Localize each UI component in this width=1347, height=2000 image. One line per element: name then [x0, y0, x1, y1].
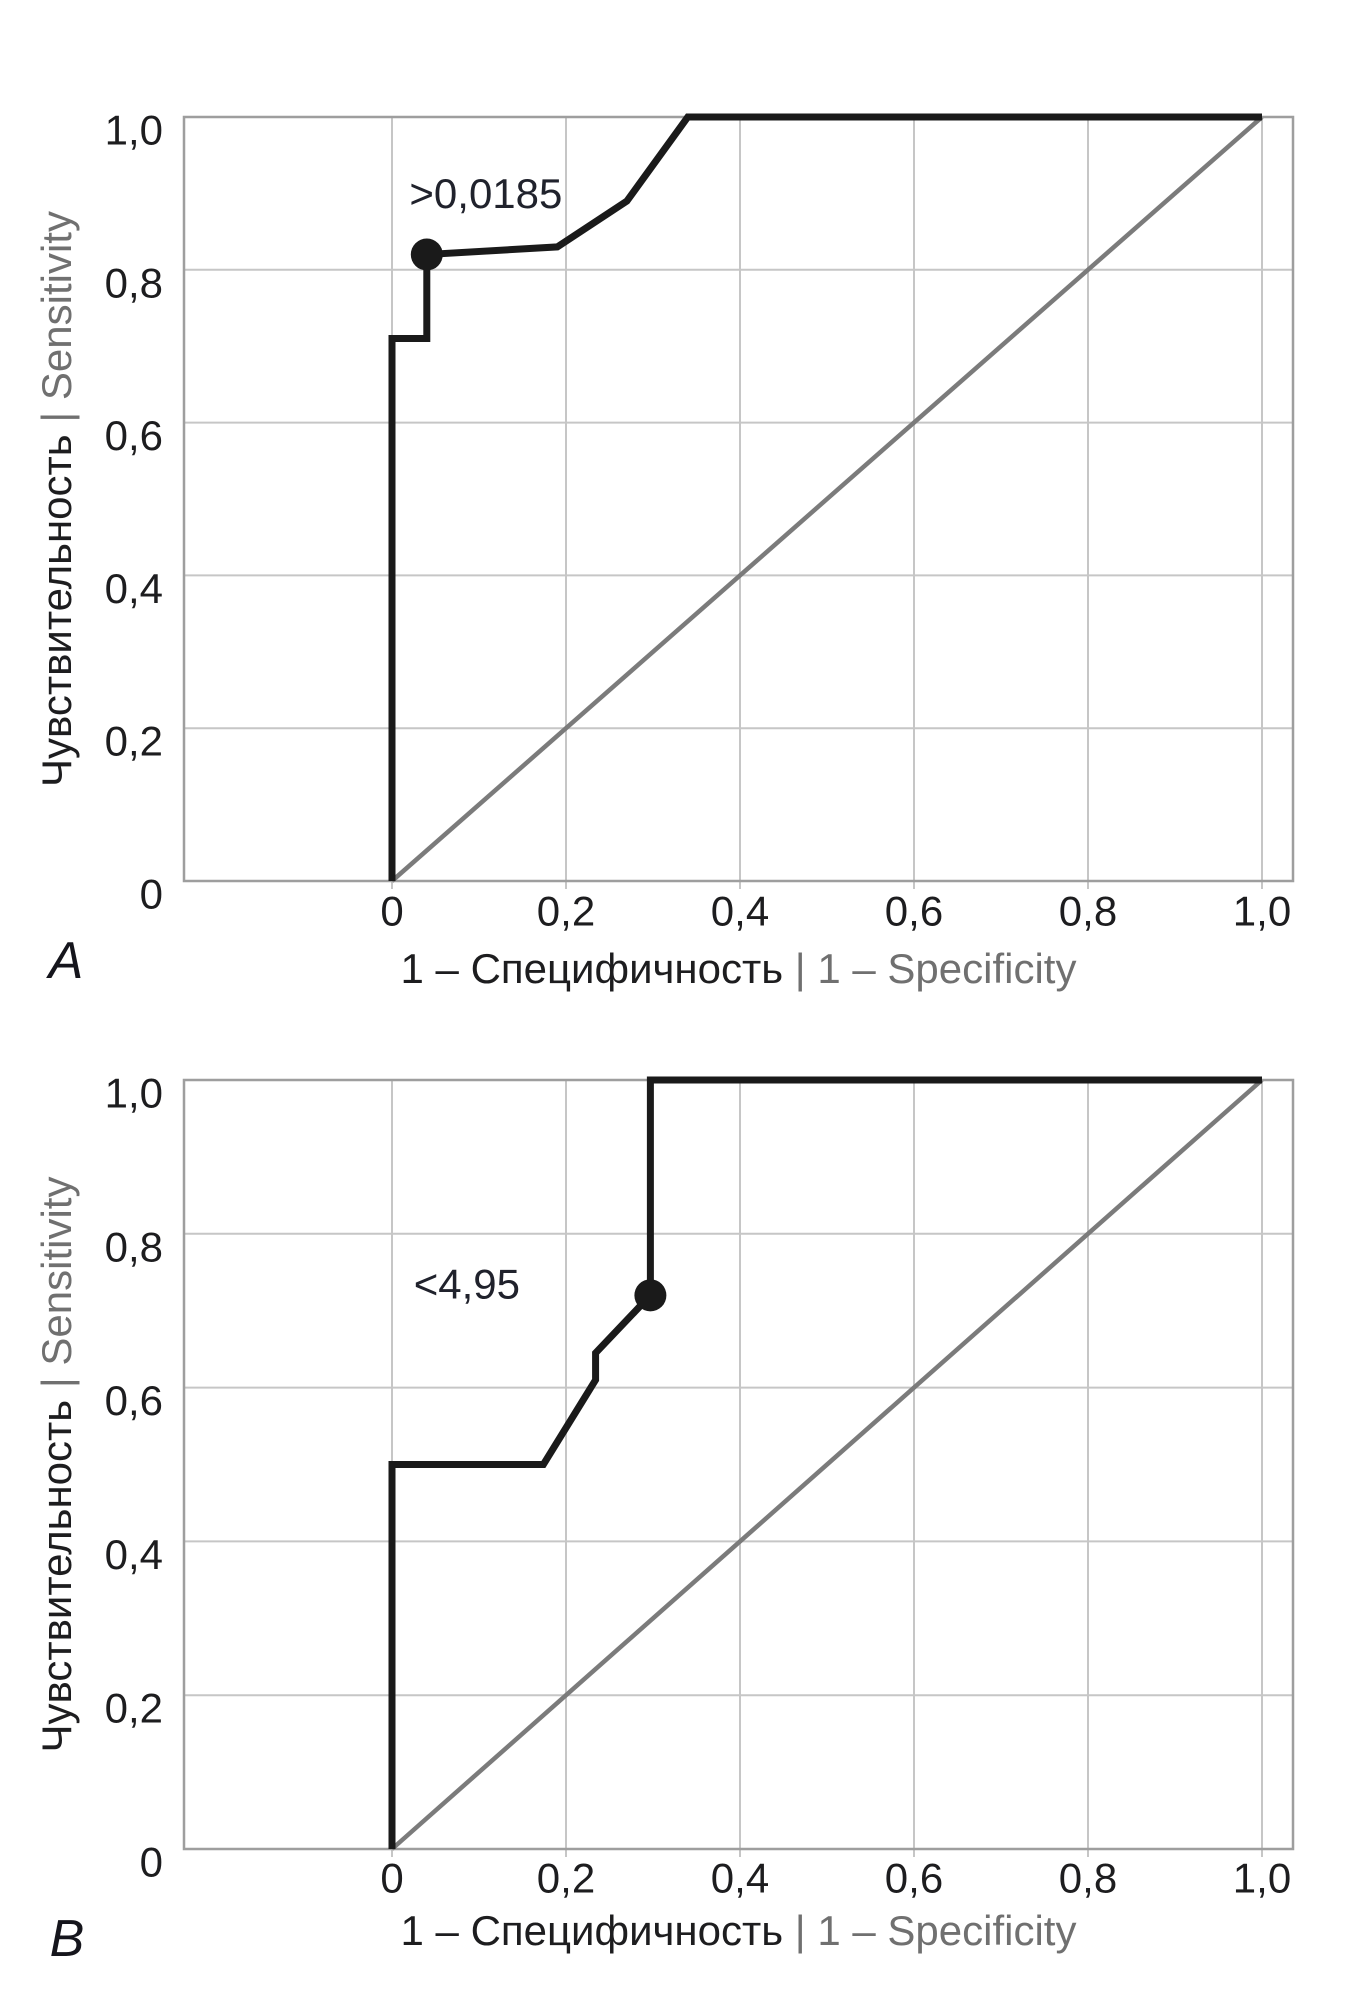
panel-a-y-tick-label: 0 — [140, 871, 163, 918]
panel-b-reference-diagonal — [390, 1078, 1264, 1851]
panel-a-roc-curve — [388, 113, 1262, 881]
panel-b-y-tick-label: 0,8 — [105, 1223, 163, 1270]
panel-b-roc-curve — [388, 1076, 1262, 1849]
panel-a-y-tick-label: 1,0 — [105, 107, 163, 154]
panel-a-x-tick-label: 0,8 — [1059, 888, 1117, 935]
panel-b-y-tick-label: 0 — [140, 1839, 163, 1886]
panel-b-y-tick-label: 1,0 — [105, 1070, 163, 1117]
panel-b-x-tick-label: 0,2 — [537, 1855, 595, 1902]
panel-b-x-axis-title: 1 – Специфичность | 1 – Specificity — [401, 1907, 1077, 1954]
panel-a-y-axis-title-part: Чувствительность — [33, 423, 80, 787]
panel-b-y-axis-title: Чувствительность | Sensitivity — [33, 1177, 80, 1753]
panel-b-threshold-marker — [634, 1279, 667, 1312]
panel-b-x-tick-label: 1,0 — [1233, 1855, 1291, 1902]
panel-a-x-tick-label: 0 — [380, 888, 403, 935]
panel-a: >0,0185 0 0,2 0,4 0,6 0,8 1,0 0 0,2 0,4 0,6 0,8 1,0 1… — [33, 107, 1295, 992]
panel-b: <4,95 0 0,2 0,4 0,6 0,8 1,0 0 0,2 0,4 0,6 0,8 1,0 1 –… — [33, 1070, 1295, 1968]
panel-a-x-tick-label: 1,0 — [1233, 888, 1291, 935]
panel-b-y-axis-title-part: Чувствительность — [33, 1388, 80, 1752]
panel-b-x-tick-label: 0,8 — [1059, 1855, 1117, 1902]
panel-a-y-tick-label: 0,4 — [105, 565, 163, 612]
panel-b-letter: B — [50, 1910, 85, 1968]
panel-b-plot-frame — [182, 1078, 1295, 1851]
panel-b-x-axis-title-part: | 1 – Specificity — [795, 1907, 1077, 1954]
panel-a-threshold-marker — [410, 238, 443, 271]
panel-a-y-tick-label: 0,6 — [105, 412, 163, 459]
panel-a-reference-diagonal — [390, 115, 1264, 883]
panel-b-x-tick-label: 0 — [380, 1855, 403, 1902]
panel-b-y-tick-label: 0,4 — [105, 1531, 163, 1578]
panel-b-x-tick-label: 0,4 — [711, 1855, 769, 1902]
panel-a-threshold-label: >0,0185 — [409, 170, 562, 217]
panel-b-y-tick-label: 0,2 — [105, 1685, 163, 1732]
panel-a-x-tick-label: 0,2 — [537, 888, 595, 935]
panel-a-y-axis-title-part: | Sensitivity — [33, 211, 80, 423]
panel-a-y-axis-title: Чувствительность | Sensitivity — [33, 211, 80, 787]
panel-a-y-tick-label: 0,2 — [105, 718, 163, 765]
panel-a-x-axis-title-part: 1 – Специфичность — [401, 945, 795, 992]
panel-a-plot-frame — [182, 115, 1295, 883]
panel-a-y-tick-label: 0,8 — [105, 259, 163, 306]
panel-a-x-axis-title: 1 – Специфичность | 1 – Specificity — [401, 945, 1077, 992]
panel-b-x-axis-title-part: 1 – Специфичность — [401, 1907, 795, 1954]
panel-b-y-axis-title-part: | Sensitivity — [33, 1177, 80, 1389]
panel-a-x-tick-label: 0,6 — [885, 888, 943, 935]
panel-b-y-tick-label: 0,6 — [105, 1377, 163, 1424]
panel-b-x-tick-label: 0,6 — [885, 1855, 943, 1902]
panel-a-x-axis-title-part: | 1 – Specificity — [795, 945, 1077, 992]
panel-a-letter: A — [46, 932, 84, 990]
panel-a-x-tick-label: 0,4 — [711, 888, 769, 935]
panel-b-threshold-label: <4,95 — [414, 1260, 520, 1307]
